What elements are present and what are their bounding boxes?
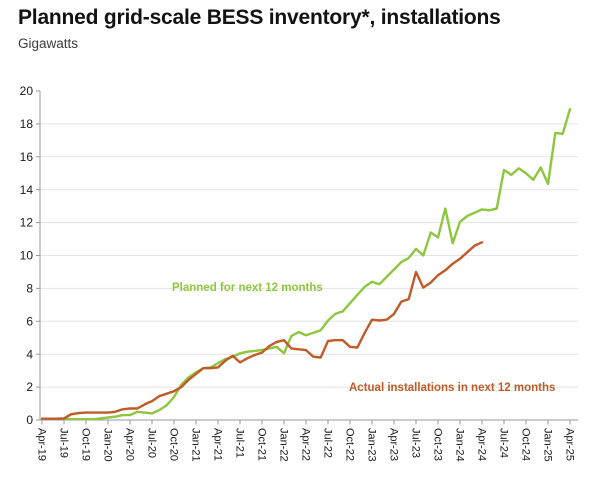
x-tick-label: Apr-23 bbox=[387, 428, 399, 461]
x-tick-label: Oct-24 bbox=[519, 428, 531, 461]
x-tick-label: Jul-19 bbox=[57, 428, 69, 458]
chart-title: Planned grid-scale BESS inventory*, inst… bbox=[18, 6, 501, 29]
y-tick-label: 16 bbox=[20, 150, 34, 164]
x-tick-label: Apr-21 bbox=[211, 428, 223, 461]
x-tick-label: Jul-24 bbox=[497, 428, 509, 458]
x-tick-label: Apr-24 bbox=[475, 428, 487, 461]
x-tick-label: Jan-22 bbox=[277, 428, 289, 462]
y-tick-label: 18 bbox=[20, 117, 34, 131]
x-tick-label: Jul-20 bbox=[145, 428, 157, 458]
y-tick-label: 0 bbox=[26, 413, 33, 427]
y-tick-label: 12 bbox=[20, 216, 34, 230]
x-tick-label: Jul-22 bbox=[321, 428, 333, 458]
x-tick-label: Oct-22 bbox=[343, 428, 355, 461]
y-tick-label: 10 bbox=[20, 249, 34, 263]
x-tick-label: Jan-23 bbox=[365, 428, 377, 462]
y-tick-label: 8 bbox=[26, 281, 33, 295]
x-tick-label: Oct-23 bbox=[431, 428, 443, 461]
actual-line bbox=[40, 241, 484, 420]
x-tick-label: Apr-19 bbox=[35, 428, 47, 461]
y-tick-label: 6 bbox=[26, 314, 33, 328]
chart-subtitle: Gigawatts bbox=[18, 36, 79, 51]
y-tick-label: 14 bbox=[20, 183, 34, 197]
y-tick-label: 4 bbox=[26, 347, 33, 361]
y-tick-label: 20 bbox=[20, 84, 34, 98]
x-tick-label: Oct-19 bbox=[79, 428, 91, 461]
x-tick-label: Jan-20 bbox=[101, 428, 113, 462]
x-tick-label: Jan-21 bbox=[189, 428, 201, 462]
x-tick-label: Apr-22 bbox=[299, 428, 311, 461]
planned-series-label: Planned for next 12 months bbox=[172, 282, 323, 294]
x-tick-label: Oct-20 bbox=[167, 428, 179, 461]
x-tick-label: Apr-20 bbox=[123, 428, 135, 461]
x-tick-label: Apr-25 bbox=[563, 428, 575, 461]
planned-line bbox=[40, 107, 572, 421]
actual-series-label: Actual installations in next 12 months bbox=[349, 382, 555, 394]
x-tick-label: Jan-24 bbox=[453, 428, 465, 462]
x-tick-label: Jul-21 bbox=[233, 428, 245, 458]
x-tick-label: Jul-23 bbox=[409, 428, 421, 458]
x-tick-label: Oct-21 bbox=[255, 428, 267, 461]
x-tick-label: Jan-25 bbox=[541, 428, 553, 462]
y-tick-label: 2 bbox=[26, 380, 33, 394]
